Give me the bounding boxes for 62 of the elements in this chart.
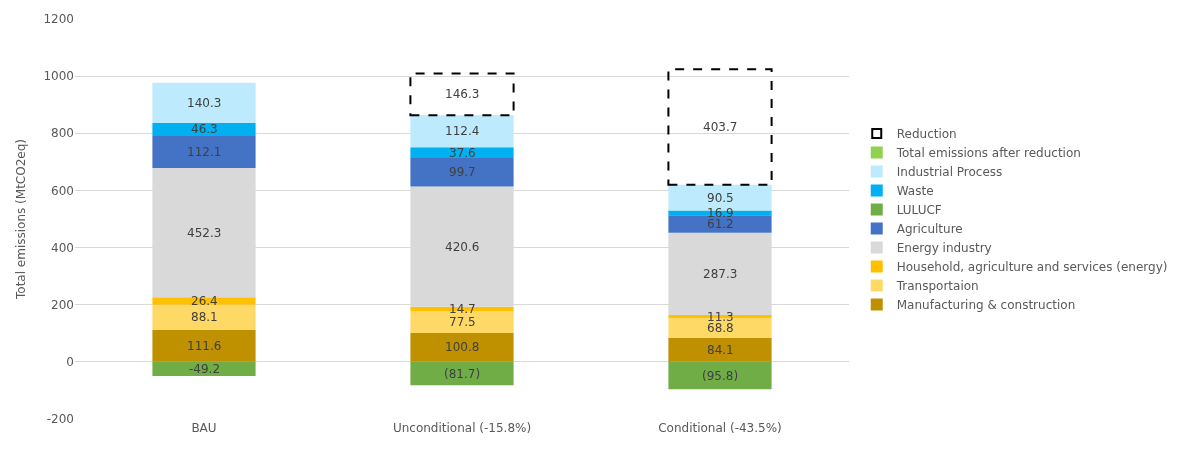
legend-label: Waste (896, 184, 934, 199)
data-label: 287.3 (703, 267, 738, 281)
bar (668, 215, 772, 233)
y-tick-label: 0 (66, 355, 74, 370)
bar (152, 304, 256, 330)
data-label: 46.3 (191, 122, 218, 136)
bar (152, 82, 256, 123)
legend-label: Manufacturing & construction (896, 298, 1076, 313)
y-tick-label: -200 (46, 412, 74, 427)
data-label: 99.7 (449, 165, 476, 179)
y-tick-label: 1200 (43, 12, 74, 27)
data-label: 146.3 (445, 87, 480, 101)
legend-label: Household, agriculture and services (energy) (896, 260, 1168, 275)
bar (668, 337, 772, 362)
legend-label: LULUCF (896, 203, 942, 218)
data-label: 100.8 (445, 340, 480, 354)
y-axis-title: Total emissions (MtCO2eq) (13, 139, 28, 300)
data-label: 112.1 (187, 145, 222, 159)
x-tick-label: Conditional (-43.5%) (658, 421, 782, 435)
data-label: -49.2 (189, 362, 221, 376)
bar (667, 68, 773, 186)
legend-label: Agriculture (896, 222, 963, 237)
data-label: 452.3 (187, 226, 222, 240)
bar (152, 136, 256, 169)
data-label: 90.5 (707, 191, 734, 205)
bar (410, 115, 514, 148)
data-label: 88.1 (191, 310, 218, 324)
y-tick-label: 800 (51, 126, 74, 141)
bar (152, 297, 256, 305)
data-label: 420.6 (445, 240, 480, 254)
bar (410, 333, 514, 362)
x-tick-label: BAU (191, 421, 217, 435)
legend-label: Reduction (896, 127, 957, 142)
data-label: 111.6 (187, 339, 222, 353)
data-label: 61.2 (707, 217, 734, 231)
y-tick-label: 600 (51, 183, 74, 198)
legend-label: Total emissions after reduction (895, 146, 1081, 161)
bar (409, 72, 515, 117)
data-label: 140.3 (187, 96, 222, 110)
bar (152, 329, 256, 362)
data-label: (81.7) (444, 367, 481, 381)
legend-label: Energy industry (896, 241, 992, 256)
y-tick-label: 400 (51, 240, 74, 255)
data-label: (95.8) (702, 369, 739, 383)
bar (410, 147, 514, 159)
data-label: 68.8 (707, 321, 734, 335)
data-label: 112.4 (445, 124, 480, 138)
y-tick-label: 1000 (43, 69, 74, 84)
data-label: 77.5 (449, 315, 476, 329)
data-label: 84.1 (707, 343, 734, 357)
bar (152, 361, 256, 376)
x-tick-label: Unconditional (-15.8%) (392, 421, 532, 435)
bar (152, 122, 256, 136)
bar (410, 158, 514, 187)
y-tick-label: 200 (51, 297, 74, 312)
data-label: 37.6 (449, 146, 476, 160)
data-label: 403.7 (703, 120, 738, 134)
bar (668, 361, 772, 390)
legend-label: Transportaion (895, 279, 979, 294)
legend-label: Industrial Process (896, 165, 1003, 180)
data-label: 26.4 (191, 294, 218, 308)
bar (410, 361, 514, 386)
